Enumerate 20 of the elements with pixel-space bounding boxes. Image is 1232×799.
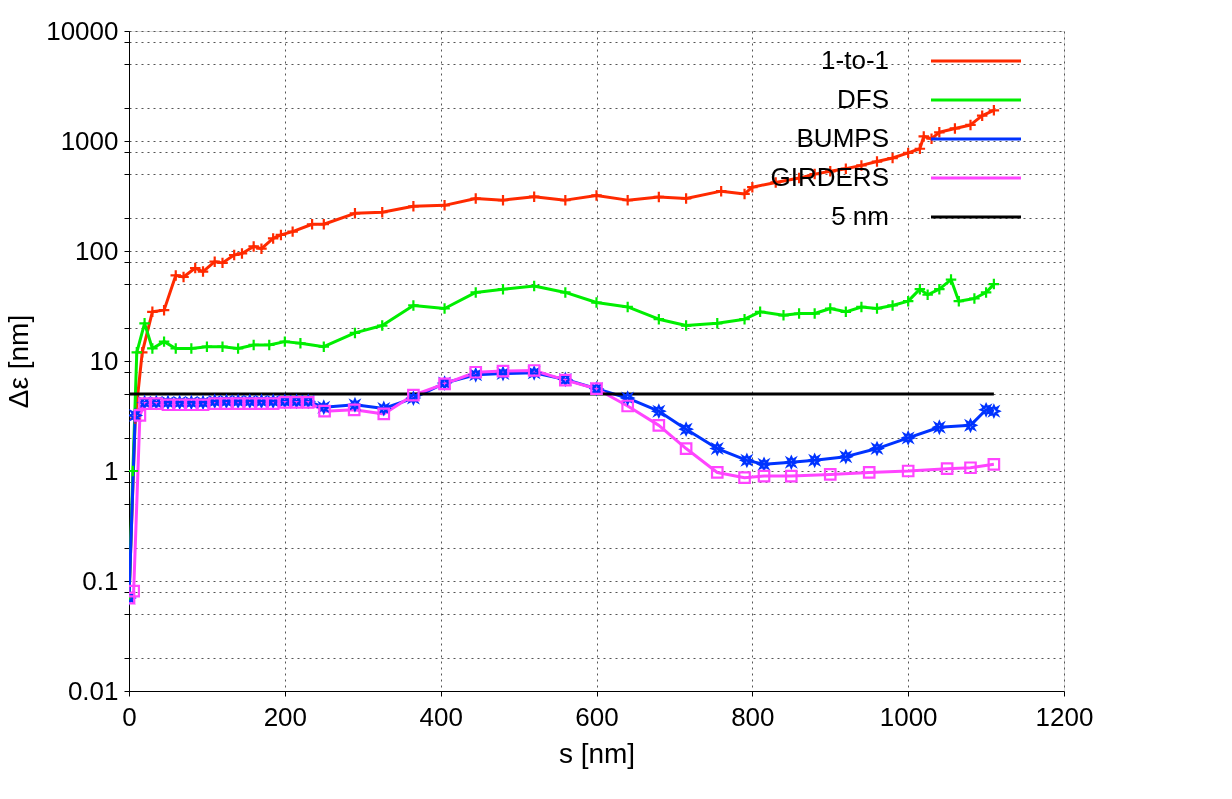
y-tick-label: 10 — [89, 345, 119, 376]
y-tick-label: 100 — [75, 235, 119, 266]
x-tick-label: 1000 — [879, 701, 938, 732]
y-tick-label: 1 — [104, 455, 119, 486]
x-tick-label: 800 — [731, 701, 775, 732]
y-tick-label: 0.01 — [67, 675, 119, 706]
y-tick-label: 10000 — [46, 15, 119, 46]
y-axis-title: Δε [nm] — [3, 314, 35, 409]
legend-label: 1-to-1 — [821, 45, 889, 75]
y-tick-label: 0.1 — [82, 565, 119, 596]
legend-label: DFS — [837, 84, 889, 114]
x-tick-label: 0 — [122, 701, 137, 732]
x-tick-label: 400 — [419, 701, 463, 732]
y-tick-label: 1000 — [60, 125, 119, 156]
legend-label: 5 nm — [831, 201, 889, 231]
x-tick-label: 1200 — [1035, 701, 1094, 732]
legend-label: BUMPS — [796, 123, 889, 153]
x-tick-label: 600 — [575, 701, 619, 732]
x-axis-title: s [nm] — [558, 737, 636, 769]
x-tick-label: 200 — [263, 701, 308, 732]
